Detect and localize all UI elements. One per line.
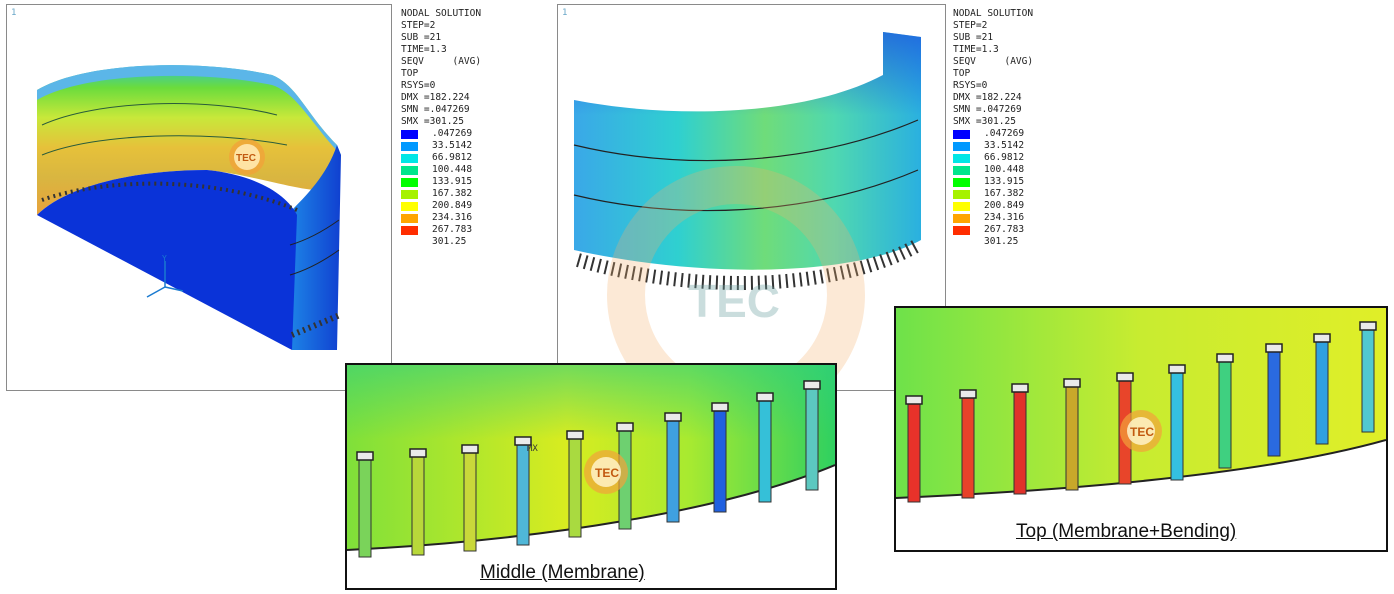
caption-middle: Middle (Membrane)	[480, 562, 645, 583]
watermark-logo-top: TEC	[1130, 425, 1154, 439]
contour-scale: .047269 33.5142 66.9812 100.448 133.915 …	[401, 128, 481, 248]
chair-cap	[616, 422, 634, 432]
chair-cap	[664, 412, 682, 422]
anchor-chair	[1218, 359, 1232, 469]
chair-cap	[1063, 378, 1081, 388]
tank-model-left: Y TEC	[37, 65, 342, 350]
tank-model-right: TEC	[573, 32, 922, 392]
chair-cap	[711, 402, 729, 412]
viewport-number: 1	[11, 8, 17, 18]
chair-cap	[756, 392, 774, 402]
anchor-chair	[1170, 370, 1184, 481]
anchor-chairs-top: TEC	[896, 308, 1386, 503]
legend-header: NODAL SOLUTION STEP=2 SUB =21 TIME=1.3 SEQV…	[401, 8, 482, 127]
contour-scale: .047269 33.5142 66.9812 100.448 133.915 …	[953, 128, 1033, 248]
axis-y-label: Y	[162, 254, 167, 263]
watermark-logo-right: TEC	[688, 275, 780, 327]
anchor-chair	[516, 442, 530, 546]
chair-cap	[959, 389, 977, 399]
anchor-chair	[805, 386, 819, 491]
chair-cap	[514, 436, 532, 446]
anchor-chair	[358, 457, 372, 558]
anchor-chair	[961, 395, 975, 499]
watermark-logo-left: TEC	[236, 153, 256, 164]
chair-cap	[803, 380, 821, 390]
anchor-chair	[1065, 384, 1079, 491]
viewport-number: 1	[562, 8, 568, 18]
chair-cap	[356, 451, 374, 461]
max-marker: MX	[527, 444, 538, 454]
anchor-chair	[1315, 339, 1329, 445]
left-model-panel: 1	[6, 4, 392, 391]
chair-cap	[566, 430, 584, 440]
anchor-chairs-middle: MX TEC	[347, 365, 835, 558]
chair-cap	[1116, 372, 1134, 382]
chair-cap	[1011, 383, 1029, 393]
chair-cap	[1359, 321, 1377, 331]
right-model-panel: 1 TEC	[557, 4, 946, 392]
anchor-chair	[411, 454, 425, 556]
zoom-middle-membrane: MX TEC Middle (Membrane)	[345, 363, 837, 590]
anchor-chair	[713, 408, 727, 513]
chair-cap	[1313, 333, 1331, 343]
chair-cap	[461, 444, 479, 454]
anchor-chair	[666, 418, 680, 523]
chair-cap	[1216, 353, 1234, 363]
watermark-logo-middle: TEC	[595, 466, 619, 480]
anchor-chair	[568, 436, 582, 538]
anchor-chair	[1361, 327, 1375, 433]
chair-cap	[409, 448, 427, 458]
chair-cap	[905, 395, 923, 405]
anchor-chair	[463, 450, 477, 552]
anchor-chair	[1267, 349, 1281, 457]
legend-right: NODAL SOLUTION STEP=2 SUB =21 TIME=1.3 SEQV…	[953, 8, 1033, 248]
zoom-top-membrane-bending: TEC Top (Membrane+Bending)	[894, 306, 1388, 552]
anchor-chair	[907, 401, 921, 503]
caption-top: Top (Membrane+Bending)	[1016, 521, 1237, 542]
chair-cap	[1168, 364, 1186, 374]
chair-cap	[1265, 343, 1283, 353]
anchor-chair	[758, 398, 772, 503]
legend-left: NODAL SOLUTION STEP=2 SUB =21 TIME=1.3 SEQV…	[401, 8, 481, 248]
anchor-chair	[1013, 389, 1027, 495]
legend-header: NODAL SOLUTION STEP=2 SUB =21 TIME=1.3 SEQV…	[953, 8, 1034, 127]
